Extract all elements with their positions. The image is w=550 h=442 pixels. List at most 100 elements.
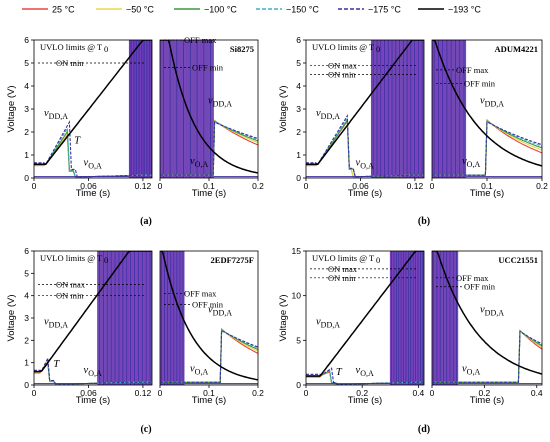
x-tick-label: 0.2: [252, 181, 264, 191]
off-max-label: OFF max: [184, 288, 217, 298]
on-min-label: ON min: [56, 291, 84, 301]
x-tick-label: 0.2: [536, 181, 548, 191]
panel-caption: (b): [418, 216, 430, 227]
vdd-sub: DD,A: [49, 112, 69, 121]
legend-item: 25 °C: [22, 5, 75, 15]
y-tick-label: 0: [296, 380, 301, 390]
vo-label-right: vO,A: [190, 364, 208, 377]
vdd-sub: DD,A: [49, 321, 69, 330]
off-max-label: OFF max: [184, 35, 217, 45]
vdd-label-right: vDD,A: [208, 95, 232, 108]
x-tick-label: 0.2: [478, 388, 490, 398]
x-tick-label: 0: [304, 388, 309, 398]
y-tick-label: 4: [296, 81, 301, 91]
x-tick-label: 0.12: [135, 388, 152, 398]
vo-label-left: vO,A: [356, 158, 374, 171]
y-tick-label: 0: [24, 380, 29, 390]
x-tick-label: 0.12: [407, 181, 424, 191]
right-plot-area: [432, 251, 542, 385]
vdd-label-left: vDD,A: [44, 108, 68, 121]
legend-label: −150 °C: [286, 5, 319, 15]
device-name: Si8275: [230, 44, 254, 54]
uvlo-label: UVLO limits @ T: [312, 253, 375, 263]
supply-trace-4: [306, 113, 424, 178]
legend-label: −175 °C: [368, 5, 401, 15]
t-label: T: [74, 136, 81, 147]
vdd-sub: DD,A: [321, 112, 341, 121]
vdd-sub: DD,A: [213, 309, 233, 318]
x-tick-label: 0: [158, 181, 163, 191]
off-min-label: OFF min: [464, 79, 496, 89]
x-tick-label: 0.06: [80, 181, 97, 191]
panel-caption: (c): [140, 424, 151, 435]
uvlo-sub: 0: [376, 44, 380, 54]
vo-sub: O,A: [360, 162, 374, 171]
x-tick-label: 0.2: [252, 388, 264, 398]
x-axis-label: Time (s): [348, 188, 382, 199]
x-tick-label: 0.06: [352, 181, 369, 191]
vdd-sub: DD,A: [213, 99, 233, 108]
off-max-label: OFF max: [456, 273, 489, 283]
x-tick-label: 0.12: [135, 181, 152, 191]
vdd-label-right: vDD,A: [480, 305, 504, 318]
decay-trace-5: [160, 40, 258, 174]
vo-sub: O,A: [195, 368, 209, 377]
legend-item: −100 °C: [174, 5, 237, 15]
x-axis-label: Time (s): [470, 188, 504, 199]
uvlo-sub: 0: [104, 44, 108, 54]
y-tick-label: 0: [296, 173, 301, 183]
device-name: UCC21551: [498, 255, 538, 265]
x-axis-label: Time (s): [76, 188, 110, 199]
vdd-sub: DD,A: [485, 99, 505, 108]
y-tick-label: 3: [24, 313, 29, 323]
vo-sub: O,A: [467, 160, 481, 169]
left-plot-area: [306, 40, 424, 178]
y-tick-label: 3: [296, 104, 301, 114]
x-tick-label: 0: [304, 181, 309, 191]
right-plot-area: [160, 40, 258, 178]
y-tick-label: 0: [24, 173, 29, 183]
vdd-sub: DD,A: [485, 309, 505, 318]
y-tick-label: 6: [24, 246, 29, 256]
panel-d: 0 0.2 0.4 Time (s) 0 0.2 0.4 Time (s) 0 5 10 15 Volt…: [278, 246, 543, 435]
left-plot-area: [306, 251, 424, 385]
x-axis-label: Time (s): [470, 395, 504, 406]
y-tick-label: 1: [24, 150, 29, 160]
supply-ramp-193: [34, 40, 152, 165]
vdd-label-right: vDD,A: [208, 305, 232, 318]
y-tick-label: 3: [24, 104, 29, 114]
decay-trace-5: [160, 251, 258, 381]
y-tick-label: 2: [24, 335, 29, 345]
vdd-label-left: vDD,A: [44, 317, 68, 330]
panel-b: 0 0.06 0.12 Time (s) 0 0.1 0.2 Time (s) 0 1 2 3 4 5 6 V…: [278, 35, 548, 227]
uvlo-label: UVLO limits @ T: [40, 253, 103, 263]
y-tick-label: 4: [24, 81, 29, 91]
y-axis-label: Voltage (V): [278, 86, 289, 133]
right-axes-frame: [431, 250, 543, 386]
vo-sub: O,A: [88, 369, 102, 378]
vo-label-right: vO,A: [462, 364, 480, 377]
vdd-label-left: vDD,A: [316, 317, 340, 330]
decay-trace-4: [432, 121, 542, 176]
x-tick-label: 0.1: [203, 388, 215, 398]
x-tick-label: 0: [32, 388, 37, 398]
x-tick-label: 0: [430, 388, 435, 398]
vo-main: v: [356, 158, 361, 169]
y-tick-label: 5: [296, 335, 301, 345]
y-tick-label: 6: [296, 35, 301, 45]
x-axis-label: Time (s): [192, 395, 226, 406]
x-tick-label: 0.4: [412, 388, 424, 398]
decay-trace-4: [160, 329, 258, 383]
on-max-label: ON max: [328, 264, 358, 274]
vo-label-left: vO,A: [356, 365, 374, 378]
y-axis-label: Voltage (V): [6, 295, 17, 342]
vo-label-right: vO,A: [462, 156, 480, 169]
panel-caption: (a): [140, 216, 152, 227]
x-axis-label: Time (s): [348, 395, 382, 406]
off-min-label: OFF min: [464, 282, 496, 292]
vo-sub: O,A: [88, 162, 102, 171]
vo-label-left: vO,A: [84, 158, 102, 171]
y-axis-label: Voltage (V): [278, 295, 289, 342]
